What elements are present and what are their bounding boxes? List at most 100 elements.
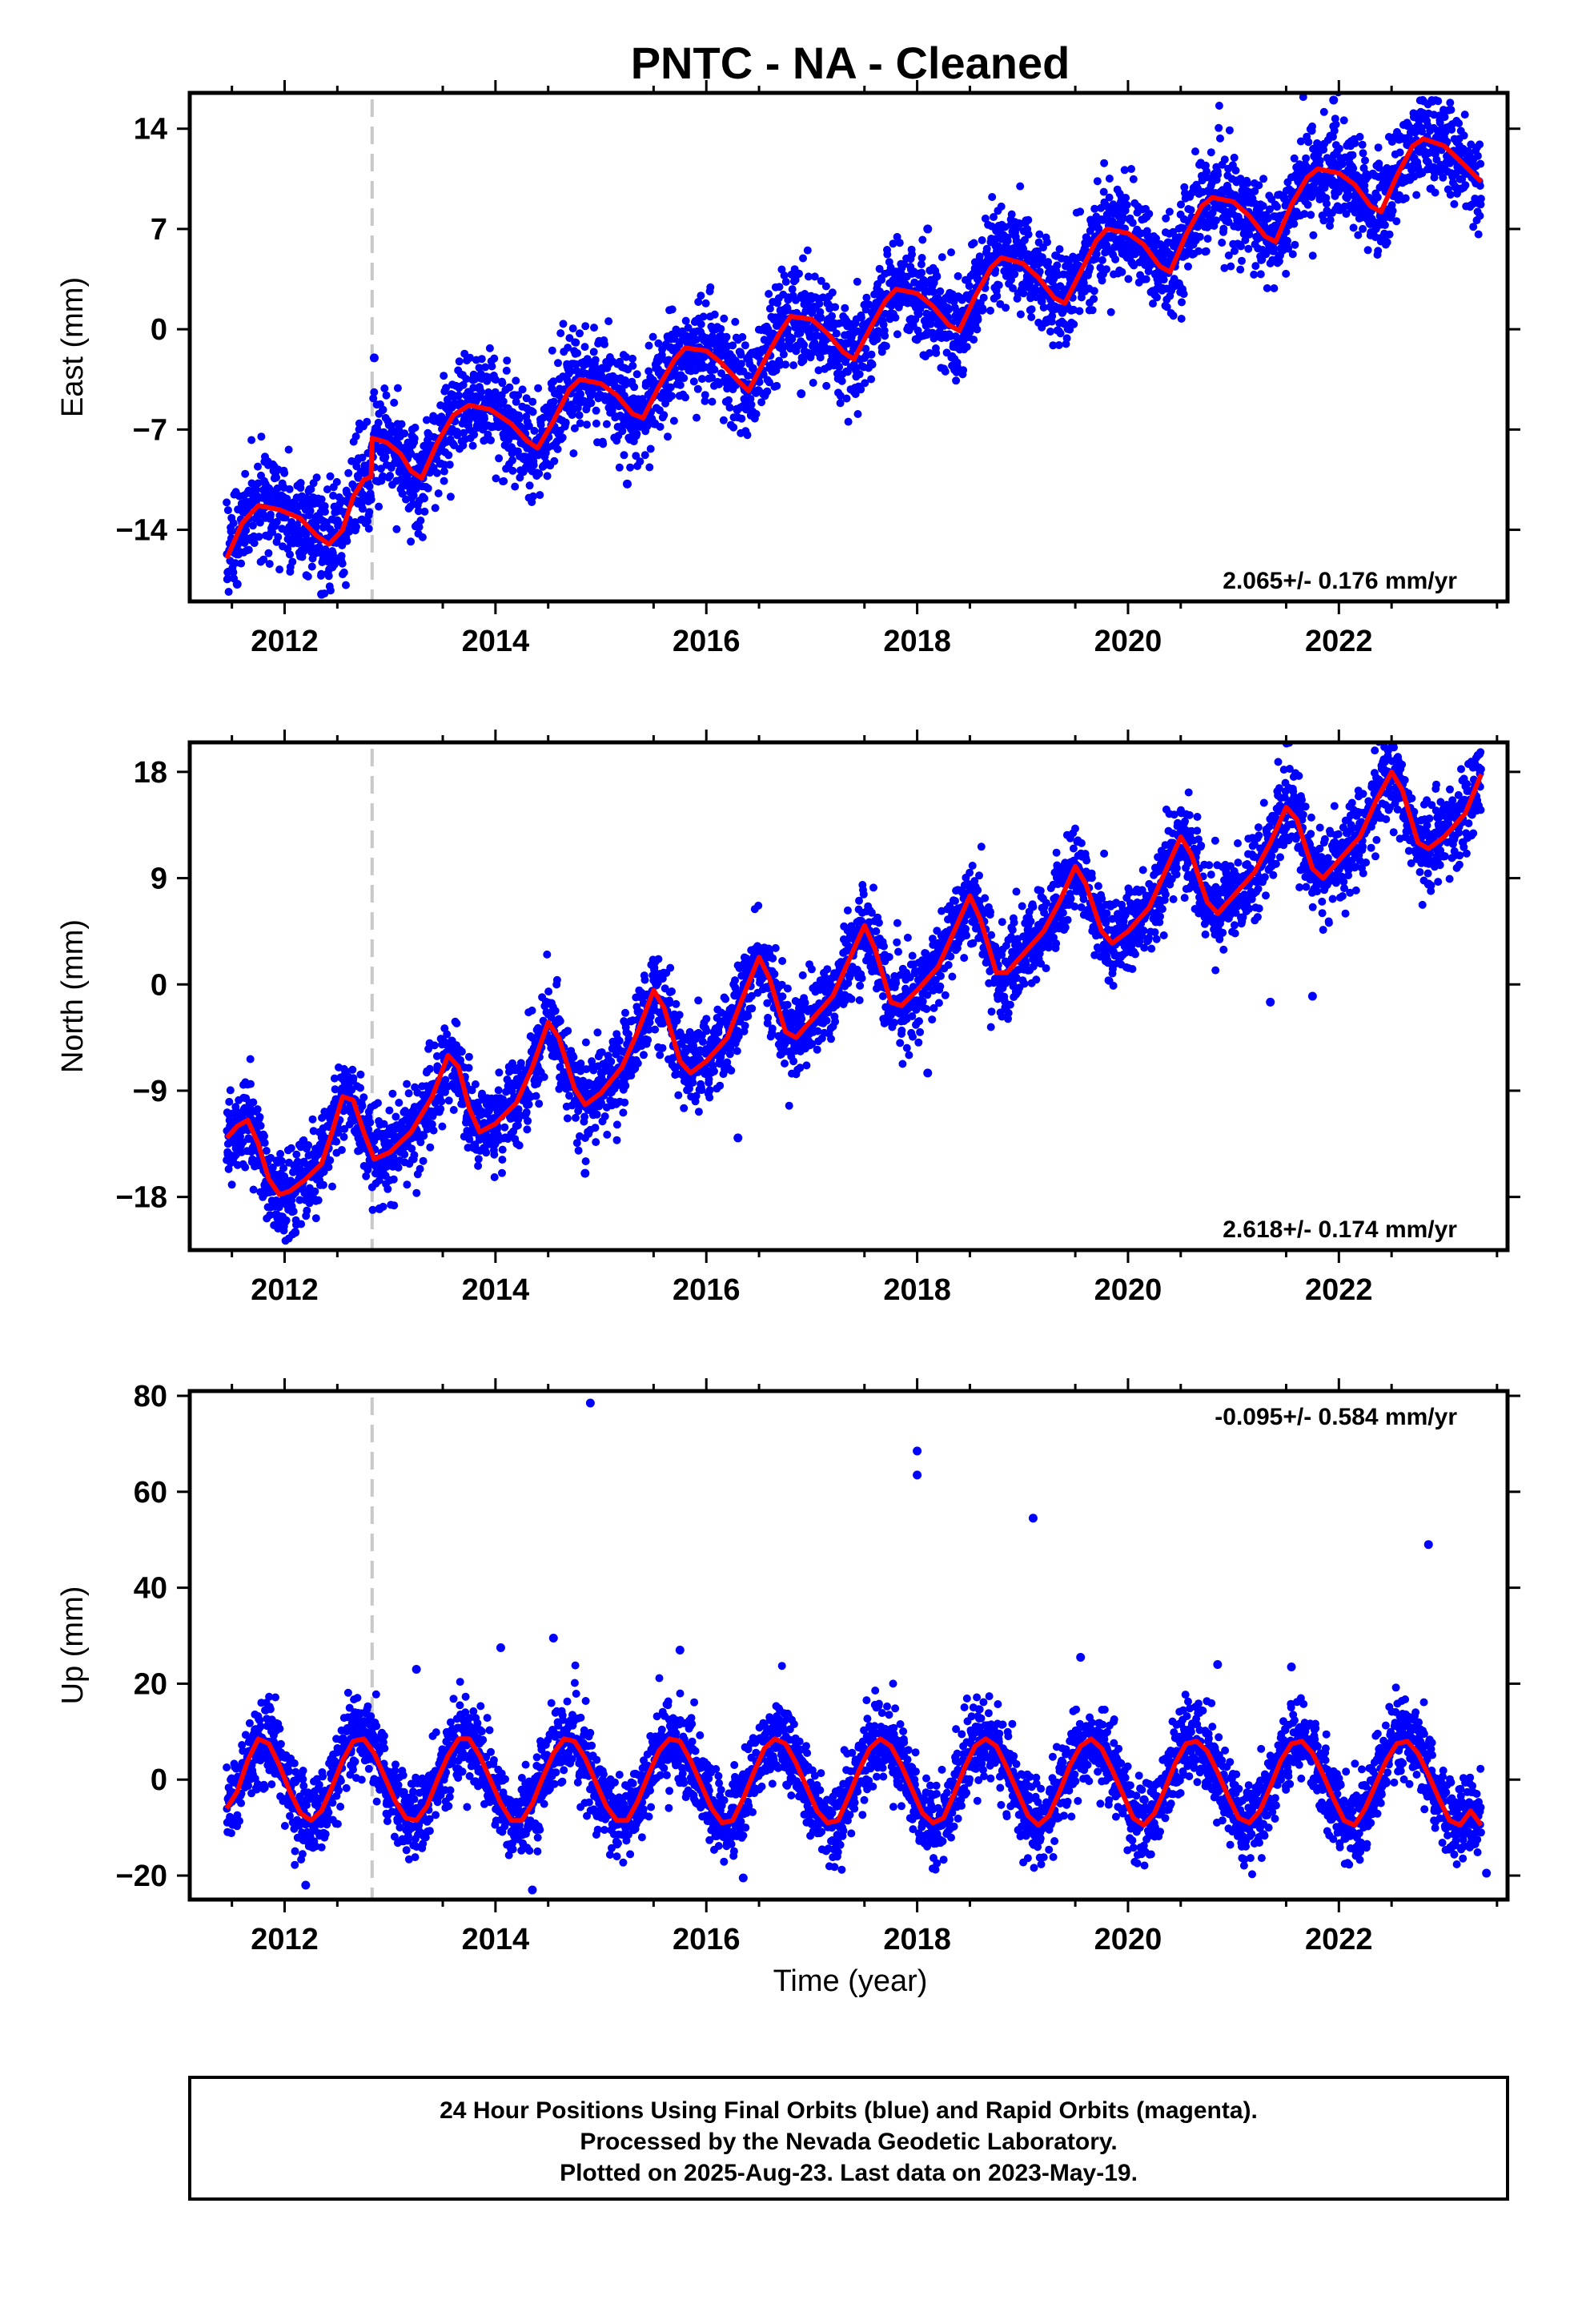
east-data-point — [715, 380, 724, 388]
east-data-point — [1358, 140, 1367, 149]
east-data-point — [1098, 276, 1106, 285]
east-data-point — [573, 349, 582, 357]
east-data-point — [411, 424, 420, 432]
east-y-tick-label: 7 — [151, 213, 167, 247]
east-data-point — [947, 248, 955, 257]
east-data-point — [231, 559, 239, 568]
east-data-point — [1244, 244, 1253, 253]
east-data-point — [855, 370, 864, 379]
east-data-point — [550, 456, 559, 465]
north-data-point — [383, 1184, 392, 1193]
east-data-point — [307, 485, 315, 493]
east-data-point — [765, 304, 774, 313]
east-data-point — [1203, 235, 1212, 243]
east-data-point — [1476, 159, 1485, 168]
north-data-point — [419, 1156, 428, 1165]
east-data-point — [646, 444, 655, 453]
east-data-point — [817, 276, 825, 285]
north-data-point — [438, 1122, 447, 1131]
east-data-point — [800, 340, 809, 349]
east-data-point — [264, 549, 273, 557]
north-data-point — [403, 1080, 412, 1088]
east-data-point — [549, 377, 558, 386]
east-data-point — [645, 463, 654, 472]
east-data-point — [975, 252, 984, 261]
north-data-point — [410, 1151, 419, 1160]
east-data-point — [512, 397, 520, 406]
east-y-tick-label: 0 — [151, 313, 167, 347]
east-data-point — [1280, 194, 1289, 203]
east-data-point — [1308, 122, 1316, 131]
east-data-point — [1162, 214, 1170, 223]
east-data-point — [1090, 287, 1098, 296]
north-data-point — [390, 1201, 399, 1210]
east-data-point — [326, 472, 335, 480]
north-data-point — [224, 1164, 233, 1173]
east-data-point — [1219, 224, 1228, 233]
east-data-point — [1383, 238, 1391, 247]
east-data-point — [337, 552, 346, 561]
east-data-point — [1431, 188, 1439, 197]
east-data-point — [343, 537, 351, 545]
east-data-point — [789, 361, 798, 370]
east-data-point — [525, 481, 534, 490]
east-data-point — [248, 521, 257, 530]
east-data-point — [254, 479, 263, 488]
east-data-point — [965, 282, 974, 290]
east-data-point — [1090, 204, 1099, 213]
east-outlier-point — [923, 224, 933, 234]
east-data-point — [917, 254, 926, 262]
east-data-point — [1291, 240, 1299, 249]
east-data-point — [418, 533, 427, 541]
east-data-point — [710, 365, 719, 374]
east-data-point — [1351, 139, 1359, 147]
north-data-point — [249, 1098, 258, 1107]
east-data-point — [822, 381, 831, 390]
east-data-point — [558, 433, 567, 442]
east-data-point — [576, 419, 584, 428]
east-data-point — [932, 348, 941, 357]
east-data-point — [803, 246, 812, 255]
east-data-point — [1401, 194, 1410, 203]
north-data-point — [256, 1121, 265, 1130]
north-data-point — [425, 1064, 434, 1073]
east-data-point — [974, 316, 982, 324]
east-data-point — [844, 417, 853, 426]
east-data-point — [1016, 182, 1025, 191]
east-data-point — [1007, 210, 1016, 219]
east-data-point — [422, 416, 431, 424]
north-data-point — [295, 1196, 304, 1204]
east-data-point — [759, 370, 768, 379]
east-outlier-point — [317, 589, 327, 599]
east-data-point — [1216, 134, 1224, 143]
east-data-point — [257, 432, 266, 441]
north-data-point — [292, 1150, 301, 1159]
east-data-point — [268, 528, 277, 537]
east-data-point — [993, 292, 1002, 300]
east-data-point — [836, 392, 845, 400]
north-data-point — [319, 1180, 327, 1189]
north-data-point — [349, 1074, 358, 1083]
east-data-point — [608, 406, 616, 415]
east-data-point — [1027, 305, 1036, 314]
east-data-point — [1299, 93, 1307, 102]
east-data-point — [875, 264, 884, 273]
east-data-point — [799, 254, 807, 263]
east-data-point — [259, 555, 268, 564]
east-data-point — [1258, 255, 1267, 264]
east-data-point — [575, 411, 584, 420]
east-data-point — [725, 396, 733, 404]
east-data-point — [255, 518, 264, 527]
east-data-point — [1335, 144, 1343, 153]
east-data-point — [644, 341, 653, 350]
east-data-point — [719, 416, 728, 424]
east-data-point — [783, 304, 792, 313]
east-data-point — [326, 586, 335, 595]
east-data-point — [1282, 227, 1291, 236]
east-data-point — [701, 391, 709, 400]
east-data-point — [1153, 293, 1161, 302]
east-data-point — [440, 467, 448, 476]
east-data-point — [466, 353, 474, 362]
east-y-tick-label: 14 — [134, 113, 167, 147]
